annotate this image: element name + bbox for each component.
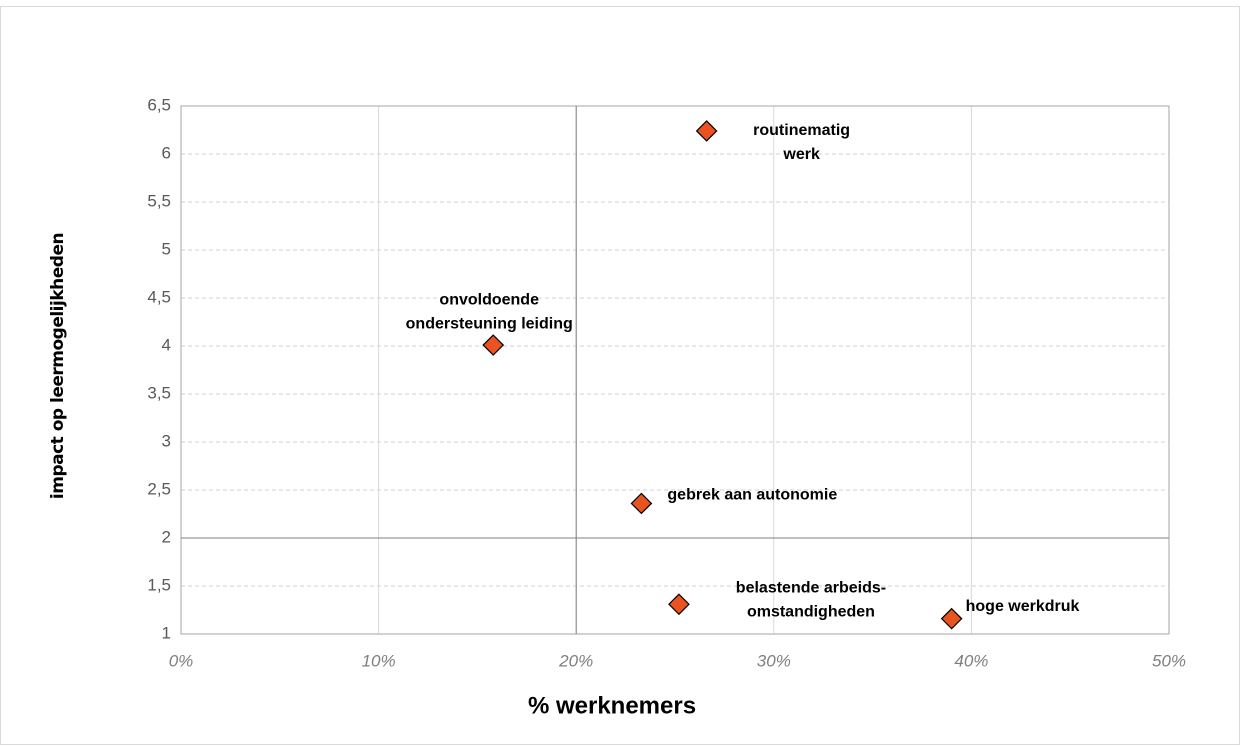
- y-axis-title: impact op leermogelijkheden: [48, 233, 68, 499]
- point-label: belastende arbeids-: [736, 579, 886, 596]
- y-tick-label: 2: [162, 527, 171, 546]
- y-tick-label: 6,5: [147, 95, 171, 114]
- point-label: routinematig: [753, 122, 850, 139]
- x-tick-label: 30%: [757, 651, 791, 670]
- x-tick-label: 40%: [954, 651, 988, 670]
- point-label: ondersteuning leiding: [406, 315, 573, 332]
- point-label: gebrek aan autonomie: [667, 487, 837, 504]
- y-tick-label: 1: [162, 623, 171, 642]
- point-label: hoge werkdruk: [966, 598, 1080, 615]
- point-label: werk: [782, 146, 820, 163]
- y-tick-label: 3: [162, 431, 171, 450]
- y-tick-label: 2,5: [147, 479, 171, 498]
- marker: [482, 334, 505, 356]
- x-tick-label: 20%: [558, 651, 593, 670]
- marker: [940, 607, 963, 630]
- y-tick-label: 1,5: [147, 575, 171, 594]
- y-tick-label: 5,5: [147, 191, 171, 210]
- point-label: onvoldoende: [439, 291, 539, 308]
- frame: [0, 6, 1240, 745]
- point-label: omstandigheden: [747, 603, 875, 620]
- marker: [695, 120, 718, 142]
- y-tick-label: 5: [162, 239, 171, 258]
- y-tick-label: 6: [162, 143, 171, 162]
- marker: [630, 492, 653, 515]
- y-tick-label: 4,5: [147, 287, 171, 306]
- x-tick-label: 0%: [169, 651, 194, 670]
- x-tick-label: 10%: [362, 651, 396, 670]
- plot-border: [180, 105, 1170, 635]
- x-tick-label: 50%: [1152, 651, 1186, 670]
- y-tick-label: 3,5: [147, 383, 171, 402]
- x-axis-title: % werknemers: [528, 692, 696, 719]
- marker: [668, 593, 690, 616]
- y-tick-label: 4: [162, 335, 171, 354]
